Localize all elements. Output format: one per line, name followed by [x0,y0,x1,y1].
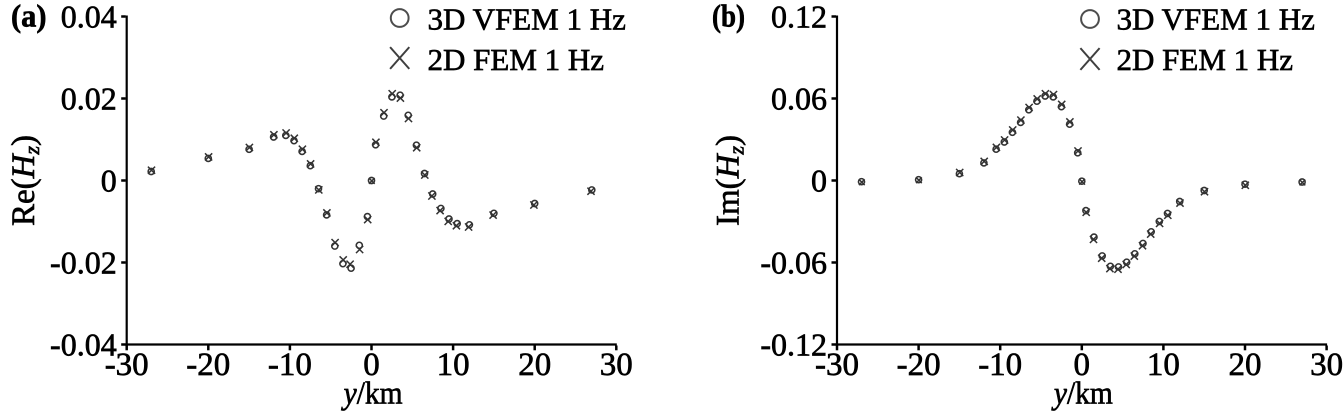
svg-text:20: 20 [518,347,551,383]
svg-text:-10: -10 [978,347,1022,383]
svg-text:30: 30 [600,347,633,383]
svg-text:-0.04: -0.04 [50,327,117,363]
svg-text:y/km: y/km [1051,375,1113,411]
svg-text:-30: -30 [105,347,149,383]
svg-text:0: 0 [101,163,117,199]
svg-text:-0.12: -0.12 [760,327,827,363]
svg-text:30: 30 [1310,347,1343,383]
svg-text:20: 20 [1229,347,1262,383]
svg-text:-30: -30 [815,347,859,383]
svg-text:0: 0 [363,347,380,383]
svg-text:2D FEM 1 Hz: 2D FEM 1 Hz [1117,42,1294,77]
svg-text:Re(Hz): Re(Hz) [6,135,44,226]
svg-text:0: 0 [811,163,827,199]
svg-text:3D VFEM 1 Hz: 3D VFEM 1 Hz [428,2,626,37]
svg-text:0.06: 0.06 [771,81,827,117]
svg-text:-10: -10 [268,347,312,383]
svg-text:y/km: y/km [341,375,403,411]
svg-text:(b): (b) [712,0,745,34]
svg-text:-0.06: -0.06 [760,245,827,281]
svg-text:10: 10 [437,347,470,383]
svg-text:0.12: 0.12 [771,0,827,35]
svg-text:2D FEM 1 Hz: 2D FEM 1 Hz [428,42,605,77]
svg-text:-20: -20 [186,347,230,383]
svg-text:0: 0 [1074,347,1091,383]
svg-text:(a): (a) [11,0,47,34]
svg-text:0.02: 0.02 [61,81,117,117]
svg-text:-0.02: -0.02 [50,245,117,281]
svg-text:Im(Hz): Im(Hz) [710,135,748,226]
svg-text:3D VFEM 1 Hz: 3D VFEM 1 Hz [1117,2,1315,37]
svg-text:10: 10 [1147,347,1180,383]
svg-text:-20: -20 [897,347,941,383]
svg-text:0.04: 0.04 [61,0,117,35]
